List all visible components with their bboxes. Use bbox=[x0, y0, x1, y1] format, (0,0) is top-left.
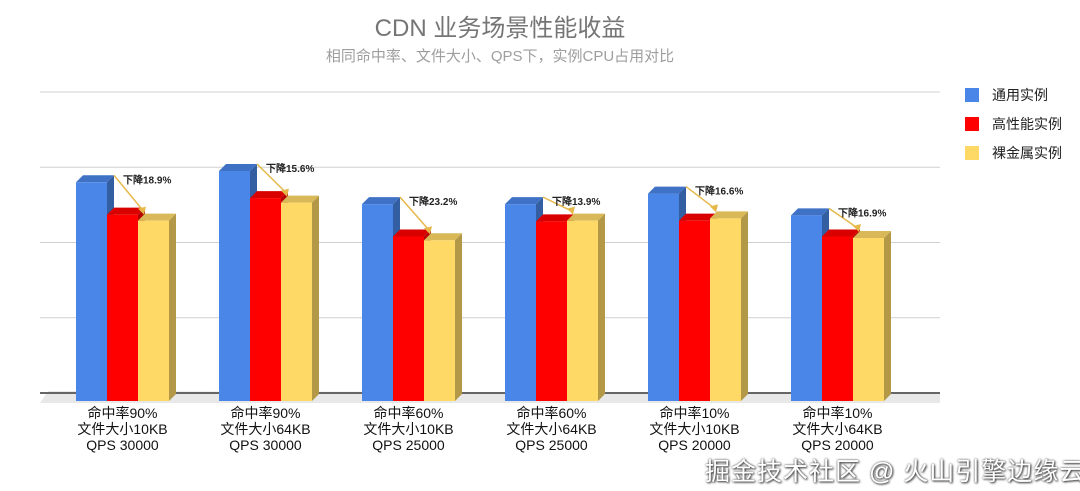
legend-item: 裸金属实例 bbox=[965, 138, 1062, 167]
category-label: QPS 30000 bbox=[86, 437, 159, 453]
bar-side bbox=[455, 233, 462, 401]
legend-swatch bbox=[965, 116, 979, 131]
arrowhead bbox=[710, 204, 718, 213]
category-label: 文件大小10KB bbox=[649, 421, 739, 437]
category-label: 文件大小64KB bbox=[792, 421, 882, 437]
bar-side bbox=[169, 213, 176, 401]
annotation-arrow bbox=[685, 185, 717, 211]
legend-label: 高性能实例 bbox=[992, 115, 1062, 132]
arrowhead bbox=[567, 206, 575, 215]
bar-top bbox=[219, 164, 257, 172]
category-label: 命中率60% bbox=[373, 405, 443, 421]
bar bbox=[710, 218, 741, 401]
bar bbox=[648, 193, 679, 401]
legend-swatch bbox=[965, 87, 979, 102]
bar bbox=[679, 220, 710, 401]
category-label: 命中率10% bbox=[659, 405, 729, 421]
legend-item: 高性能实例 bbox=[965, 109, 1062, 138]
watermark: 掘金技术社区 @ 火山引擎边缘云 bbox=[705, 458, 1080, 486]
annotation-label: 下降13.9% bbox=[552, 195, 600, 208]
legend-item: 通用实例 bbox=[965, 80, 1062, 109]
bar-top bbox=[791, 208, 829, 216]
bar-top bbox=[679, 213, 717, 221]
bar bbox=[853, 237, 884, 401]
annotation-label: 下降16.6% bbox=[695, 185, 743, 198]
bar bbox=[76, 182, 107, 401]
annotation-label: 下降18.9% bbox=[123, 173, 171, 186]
bar-top bbox=[362, 197, 400, 205]
bar-top bbox=[822, 229, 860, 237]
annotation-arrow bbox=[256, 163, 288, 195]
bar-top bbox=[138, 213, 176, 221]
annotation-arrow bbox=[399, 196, 431, 232]
annotation-arrow bbox=[113, 174, 145, 213]
bar bbox=[424, 240, 455, 401]
bar-top bbox=[710, 211, 748, 219]
bar bbox=[536, 221, 567, 401]
bar-side bbox=[598, 213, 605, 401]
bar-top bbox=[250, 191, 288, 199]
annotation-label: 下降15.6% bbox=[266, 162, 314, 175]
category-label: QPS 20000 bbox=[801, 437, 874, 453]
category-label: 命中率10% bbox=[802, 405, 872, 421]
annotation-label: 下降23.2% bbox=[409, 195, 457, 208]
category-label: 文件大小64KB bbox=[506, 421, 596, 437]
bar bbox=[822, 236, 853, 401]
category-label: 文件大小64KB bbox=[220, 421, 310, 437]
bar bbox=[393, 236, 424, 401]
arrowhead bbox=[424, 226, 432, 235]
annotation-label: 下降16.9% bbox=[838, 206, 886, 219]
bar-top bbox=[536, 214, 574, 222]
chart-subtitle: 相同命中率、文件大小、QPS下，实例CPU占用对比 bbox=[325, 48, 675, 65]
category-label: 文件大小10KB bbox=[77, 421, 167, 437]
chart-title: CDN 业务场景性能收益 bbox=[374, 15, 626, 42]
legend-swatch bbox=[965, 145, 979, 160]
legend-label: 通用实例 bbox=[992, 86, 1048, 103]
bar bbox=[138, 220, 169, 401]
bar bbox=[107, 214, 138, 401]
annotation-arrow bbox=[828, 207, 860, 230]
category-label: QPS 30000 bbox=[229, 437, 302, 453]
bar bbox=[219, 171, 250, 401]
arrowhead bbox=[281, 188, 289, 197]
arrowhead bbox=[138, 206, 146, 215]
bar-top bbox=[648, 186, 686, 194]
bar bbox=[281, 202, 312, 401]
bar bbox=[362, 204, 393, 401]
category-label: 命中率90% bbox=[230, 405, 300, 421]
bar bbox=[505, 204, 536, 401]
category-label: 命中率60% bbox=[516, 405, 586, 421]
bar bbox=[791, 215, 822, 401]
bar-top bbox=[567, 213, 605, 221]
bar bbox=[567, 220, 598, 401]
bar-top bbox=[281, 195, 319, 203]
category-label: QPS 20000 bbox=[658, 437, 731, 453]
bar-top bbox=[107, 207, 145, 215]
category-label: 命中率90% bbox=[87, 405, 157, 421]
bar-top bbox=[505, 197, 543, 205]
bar-side bbox=[312, 195, 319, 401]
bar-top bbox=[76, 175, 114, 183]
category-label: QPS 25000 bbox=[372, 437, 445, 453]
bar bbox=[250, 198, 281, 401]
bar-side bbox=[741, 211, 748, 401]
legend: 通用实例 高性能实例 裸金属实例 bbox=[965, 80, 1062, 167]
bar-top bbox=[853, 230, 891, 238]
bar-top bbox=[393, 229, 431, 237]
arrowhead bbox=[853, 223, 861, 232]
bar-side bbox=[884, 230, 891, 401]
bar-top bbox=[424, 233, 462, 241]
legend-label: 裸金属实例 bbox=[992, 144, 1062, 161]
category-label: QPS 25000 bbox=[515, 437, 588, 453]
category-label: 文件大小10KB bbox=[363, 421, 453, 437]
